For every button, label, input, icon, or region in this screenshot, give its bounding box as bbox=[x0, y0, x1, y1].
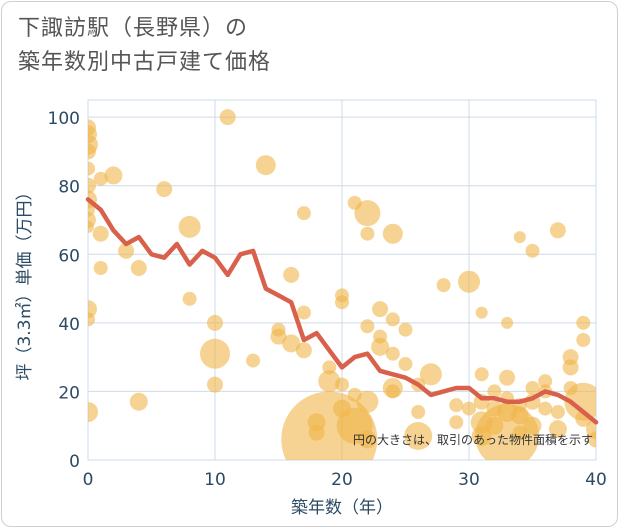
bubble-point bbox=[525, 243, 540, 258]
y-tick-label: 40 bbox=[58, 315, 80, 335]
bubble-point bbox=[246, 353, 261, 368]
bubble-point bbox=[449, 415, 464, 430]
bubble-point bbox=[360, 319, 375, 334]
bubble-point bbox=[499, 369, 516, 386]
bubble-point bbox=[548, 420, 567, 439]
bubble-point bbox=[501, 316, 514, 329]
bubble-point bbox=[398, 322, 413, 337]
average-line-series bbox=[85, 197, 599, 425]
bubble-point bbox=[219, 109, 236, 126]
chart-title: 下諏訪駅（長野県）の 築年数別中古戸建て価格 bbox=[18, 12, 271, 80]
bubble-point bbox=[449, 398, 464, 413]
bubble-point bbox=[398, 357, 413, 371]
bubble-point bbox=[88, 312, 95, 327]
bubble-point bbox=[104, 166, 123, 185]
chart-title-line2: 築年数別中古戸建て価格 bbox=[18, 50, 272, 75]
bubble-point bbox=[487, 384, 502, 399]
bubble-point bbox=[475, 306, 488, 319]
bubble-point bbox=[462, 401, 476, 416]
bubble-point bbox=[178, 215, 201, 238]
y-axis-title: 坪（3.3㎡）単価（万円） bbox=[15, 183, 35, 380]
bubble-point bbox=[523, 416, 542, 435]
bubble-point bbox=[588, 431, 596, 448]
bubble-point bbox=[538, 401, 553, 416]
bubble-point bbox=[372, 301, 389, 318]
bubble-point bbox=[207, 314, 223, 331]
x-axis-title: 築年数（年） bbox=[291, 498, 393, 518]
y-tick-label: 20 bbox=[58, 383, 80, 403]
bubble-point bbox=[88, 402, 98, 422]
bubble-point bbox=[118, 242, 135, 259]
bubble-point bbox=[576, 315, 591, 330]
x-tick-label: 20 bbox=[331, 470, 353, 490]
bubble-point bbox=[525, 381, 540, 395]
y-tick-label: 60 bbox=[58, 246, 80, 266]
bubble-point bbox=[564, 382, 596, 421]
bubble-point bbox=[88, 177, 96, 194]
x-tick-label: 40 bbox=[585, 470, 607, 490]
bubble-point bbox=[385, 312, 400, 327]
bubble-point bbox=[295, 342, 312, 359]
bubble-point bbox=[458, 270, 480, 293]
bubble-point bbox=[92, 225, 109, 242]
bubble-point bbox=[88, 220, 94, 233]
x-tick-label: 30 bbox=[458, 470, 480, 490]
bubble-point bbox=[474, 367, 489, 382]
bubble-point bbox=[436, 278, 451, 293]
bubble-point bbox=[358, 430, 377, 449]
x-tick-label: 0 bbox=[83, 470, 94, 490]
bubble-point bbox=[335, 377, 349, 392]
bubble-point bbox=[562, 359, 579, 376]
bubble-point bbox=[283, 266, 300, 283]
bubble-series bbox=[88, 109, 596, 460]
chart-title-line1: 下諏訪駅（長野県）の bbox=[18, 16, 249, 41]
bubble-point bbox=[385, 346, 400, 361]
bubble-point bbox=[182, 291, 197, 306]
bubble-point bbox=[512, 425, 527, 440]
x-tick-label: 10 bbox=[204, 470, 226, 490]
bubble-point bbox=[550, 405, 565, 419]
bubble-point bbox=[200, 338, 230, 369]
bubble-point bbox=[156, 181, 173, 198]
bubble-point bbox=[296, 305, 311, 320]
bubble-point bbox=[207, 376, 223, 393]
bubble-point bbox=[296, 206, 311, 221]
bubble-point bbox=[130, 260, 147, 276]
average-price-line bbox=[85, 197, 599, 425]
bubble-size-note: 円の大きさは、取引のあった物件面積を示す bbox=[353, 432, 593, 447]
bubble-point bbox=[354, 200, 381, 227]
bubble-point bbox=[404, 422, 433, 450]
bubble-point bbox=[576, 333, 591, 347]
y-tick-label: 100 bbox=[48, 109, 80, 129]
bubble-point bbox=[93, 171, 108, 186]
bubble-point bbox=[270, 328, 287, 345]
bubble-point bbox=[549, 222, 566, 239]
bubble-point bbox=[411, 405, 426, 419]
bubble-point bbox=[538, 374, 553, 389]
bubble-point bbox=[129, 392, 148, 411]
bubble-point bbox=[335, 295, 349, 310]
bubble-point bbox=[318, 370, 341, 393]
bubble-point bbox=[88, 143, 96, 160]
bubble-point bbox=[419, 363, 442, 386]
bubble-point bbox=[510, 406, 529, 425]
y-tick-label: 80 bbox=[58, 178, 80, 198]
bubble-point bbox=[282, 334, 301, 353]
bubble-point bbox=[255, 155, 276, 176]
bubble-point bbox=[371, 337, 390, 356]
bubble-point bbox=[385, 384, 400, 399]
bubble-point bbox=[356, 390, 379, 413]
bubble-point bbox=[382, 223, 403, 244]
axes: 0 20 40 60 80 100 0 10 20 30 40 bbox=[48, 109, 607, 490]
bubble-point bbox=[93, 261, 108, 275]
bubble-point bbox=[513, 231, 526, 244]
bubble-point bbox=[88, 161, 95, 176]
bubble-point bbox=[360, 226, 375, 241]
y-tick-label: 0 bbox=[69, 452, 80, 472]
